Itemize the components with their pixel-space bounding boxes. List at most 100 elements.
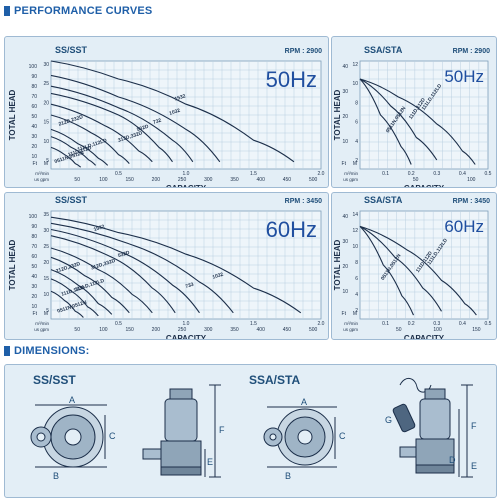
x-tick-m3: 1.0 [183, 171, 190, 177]
x-tick-gpm: 300 [204, 177, 213, 183]
series-curve [359, 225, 477, 316]
y-tick-ft: 20 [31, 144, 37, 150]
unit-gpm-label: us gpm [343, 177, 358, 182]
unit-m-label: M [44, 161, 48, 167]
y-tick-m: 4 [355, 139, 358, 145]
performance-curves-header: PERFORMANCE CURVES [4, 4, 152, 18]
y-tick-ft: 20 [31, 294, 37, 300]
series-curve [359, 226, 415, 316]
chart-frequency-label: 60Hz [444, 217, 484, 236]
series-label: 532D [136, 124, 150, 134]
series-label: 532D [117, 250, 131, 260]
chart-ss-sst-60hz: SS/SST RPM : 3450 60Hz TOTAL HEAD 100 90 80 70 6… [8, 195, 325, 343]
y-tick-ft: 40 [342, 214, 348, 220]
dim-title-ss-sst: SS/SST [33, 373, 76, 387]
y-tick-m: 30 [43, 228, 49, 234]
y-tick-m: 25 [43, 244, 49, 250]
series-curve [50, 136, 97, 166]
series-label: 1032 [212, 272, 225, 281]
ss-side-view [142, 384, 221, 478]
y-tick-ft: 10 [342, 289, 348, 295]
y-tick-m: 10 [43, 292, 49, 298]
y-tick-m: 8 [355, 100, 358, 106]
dim-title-ssa-sta: SSA/STA [249, 373, 301, 387]
x-tick-gpm: 50 [413, 177, 419, 183]
x-axis-label: CAPACITY [166, 184, 207, 187]
y-tick-m: 2 [355, 158, 358, 164]
unit-gpm-label: us gpm [34, 177, 49, 182]
y-tick-m: 20 [43, 100, 49, 106]
chart-frequency-label: 50Hz [266, 67, 317, 92]
x-axis-label: CAPACITY [404, 184, 445, 187]
chart-rpm-label: RPM : 3450 [285, 198, 322, 205]
y-axis-label: TOTAL HEAD [333, 239, 342, 290]
chart-model-label: SS/SST [55, 45, 88, 55]
y-axis-label: TOTAL HEAD [8, 239, 17, 290]
y-tick-m: 6 [355, 120, 358, 126]
x-tick-m3: 2.0 [318, 321, 325, 327]
unit-m-label: M [44, 311, 48, 317]
series-curve [359, 78, 476, 165]
series-curve [50, 74, 221, 163]
chart-panel-ssa-50hz: SSA/STA RPM : 2900 50Hz TOTAL HEAD 40 30 20 10 1… [331, 36, 497, 193]
x-tick-gpm: 400 [257, 327, 266, 333]
x-tick-gpm: 450 [283, 177, 292, 183]
y-tick-m: 30 [43, 62, 49, 68]
unit-m-label: M [353, 161, 357, 167]
dim-letter-c: C [109, 431, 116, 441]
dim-letter-b: B [285, 471, 292, 481]
y-tick-m: 6 [355, 276, 358, 282]
series-curve [50, 278, 99, 317]
series-curve [50, 216, 302, 314]
y-tick-ft: 90 [31, 224, 37, 230]
series-label: 1532 [93, 224, 106, 233]
series-curve [359, 78, 438, 161]
y-tick-ft: 70 [31, 244, 37, 250]
series-curve [50, 60, 295, 163]
x-tick-gpm: 50 [74, 327, 80, 333]
x-tick-gpm: 500 [309, 327, 318, 333]
y-tick-m: 5 [46, 158, 49, 164]
y-tick-ft: 20 [342, 264, 348, 270]
x-tick-m3: 0.1 [382, 171, 389, 177]
series-curve [50, 228, 200, 314]
y-tick-m: 25 [43, 81, 49, 87]
ssa-side-view [392, 378, 473, 478]
y-tick-ft: 30 [342, 239, 348, 245]
x-tick-gpm: 50 [396, 327, 402, 333]
x-tick-gpm: 350 [230, 177, 239, 183]
y-axis-label: TOTAL HEAD [8, 89, 17, 140]
dim-letter-g: G [385, 415, 393, 425]
y-tick-ft: 40 [31, 124, 37, 130]
series-curve [50, 92, 173, 163]
y-axis-label: TOTAL HEAD [333, 89, 342, 140]
y-tick-m: 5 [46, 308, 49, 314]
dimensions-panel: SS/SST SSA/STA [4, 364, 497, 498]
dim-letter-e: E [471, 461, 478, 471]
unit-flow-label: m³/min [35, 171, 49, 176]
x-tick-m3: 0.4 [459, 321, 466, 327]
dim-letter-d: D [449, 455, 456, 465]
x-tick-m3: 0.5 [115, 171, 122, 177]
dim-letter-c: C [339, 431, 346, 441]
y-tick-m: 10 [352, 81, 358, 87]
series-curve [50, 235, 176, 314]
x-tick-m3: 0.5 [485, 171, 492, 177]
y-tick-ft: 90 [31, 74, 37, 80]
unit-m-label: M [353, 311, 357, 317]
y-tick-m: 15 [43, 276, 49, 282]
x-tick-gpm: 100 [99, 177, 108, 183]
series-curve [50, 128, 109, 166]
x-tick-m3: 1.5 [250, 321, 257, 327]
x-tick-m3: 1.0 [183, 321, 190, 327]
dim-letter-b: B [53, 471, 60, 481]
series-curve [50, 103, 153, 163]
unit-ft-label: Ft [33, 161, 38, 167]
x-tick-gpm: 50 [74, 177, 80, 183]
y-tick-ft: 20 [342, 114, 348, 120]
x-tick-gpm: 100 [99, 327, 108, 333]
y-tick-m: 14 [352, 212, 358, 218]
series-label: 1532 [174, 93, 187, 102]
chart-ssa-sta-50hz: SSA/STA RPM : 2900 50Hz TOTAL HEAD 40 30 20 10 1… [333, 45, 492, 193]
x-tick-gpm: 100 [467, 177, 476, 183]
